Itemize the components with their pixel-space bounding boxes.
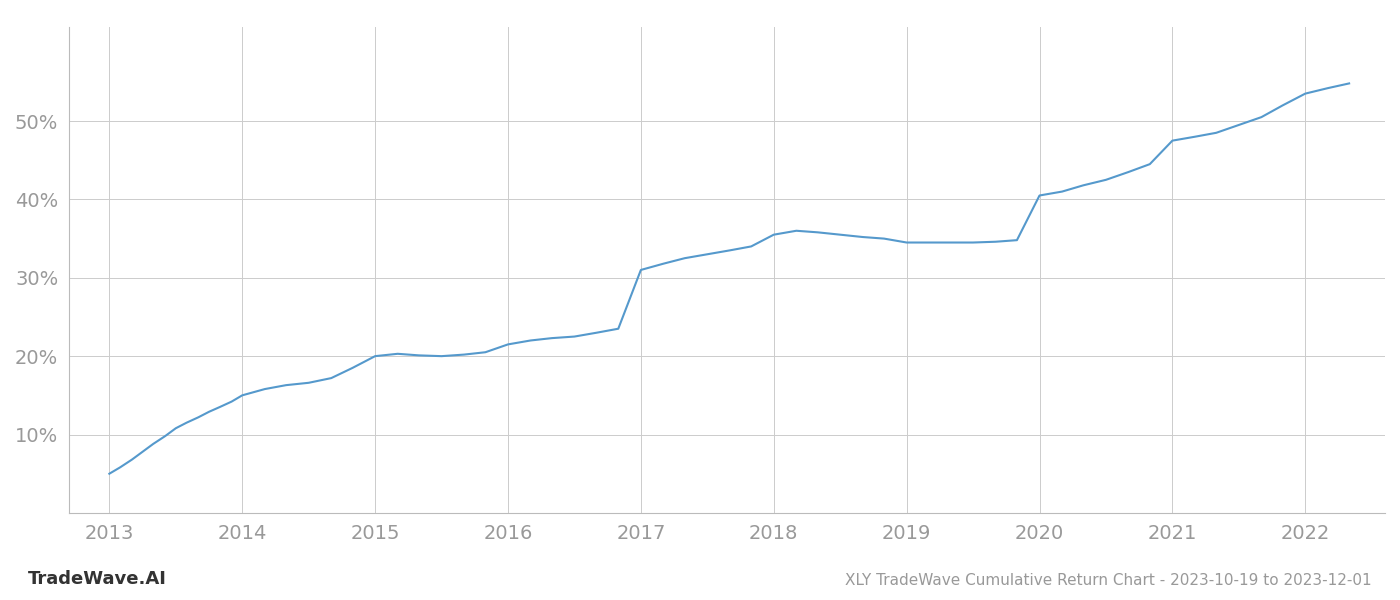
Text: TradeWave.AI: TradeWave.AI bbox=[28, 570, 167, 588]
Text: XLY TradeWave Cumulative Return Chart - 2023-10-19 to 2023-12-01: XLY TradeWave Cumulative Return Chart - … bbox=[846, 573, 1372, 588]
